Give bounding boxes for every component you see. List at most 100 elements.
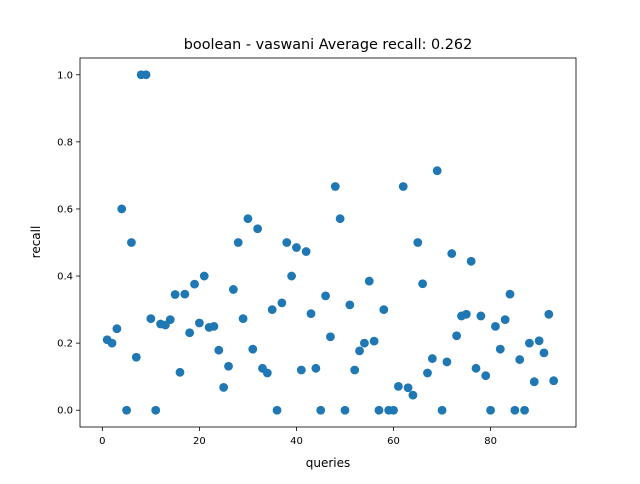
data-point: [452, 331, 462, 341]
x-tick-label: 20: [193, 436, 206, 447]
data-point: [374, 405, 384, 415]
y-tick-label: 0.8: [57, 137, 73, 148]
data-point: [287, 271, 296, 281]
data-point: [107, 338, 117, 348]
data-point: [170, 290, 180, 299]
data-point: [131, 352, 141, 362]
x-axis-label: queries: [306, 456, 351, 470]
data-point: [544, 309, 554, 319]
data-point: [112, 324, 122, 334]
data-point: [209, 321, 219, 331]
data-point: [539, 348, 549, 358]
x-axis: 0 20 40 60 80: [99, 427, 497, 447]
data-point: [335, 214, 345, 224]
data-point: [127, 238, 136, 247]
data-points: [102, 70, 559, 415]
data-point: [301, 247, 311, 256]
data-point: [141, 70, 151, 80]
data-point: [423, 368, 432, 378]
data-point: [413, 238, 423, 247]
data-point: [529, 377, 539, 387]
data-point: [491, 321, 500, 331]
data-point: [403, 383, 413, 393]
data-point: [224, 361, 233, 371]
data-point: [219, 383, 229, 392]
data-point: [316, 405, 326, 415]
y-tick-label: 1.0: [57, 70, 73, 81]
data-point: [267, 305, 277, 314]
data-point: [534, 336, 544, 346]
data-point: [151, 405, 161, 415]
y-tick-label: 0.0: [57, 406, 73, 417]
data-point: [461, 309, 471, 319]
data-point: [393, 382, 403, 391]
y-tick-label: 0.6: [57, 204, 73, 215]
x-tick-label: 40: [290, 436, 303, 447]
data-point: [389, 405, 398, 415]
data-point: [515, 355, 525, 364]
y-axis-label: recall: [29, 226, 43, 259]
data-point: [520, 405, 529, 415]
data-point: [432, 166, 442, 176]
data-point: [505, 289, 515, 299]
data-point: [292, 243, 301, 252]
data-point: [253, 224, 263, 234]
data-point: [481, 371, 491, 381]
data-point: [122, 405, 131, 415]
y-tick-label: 0.4: [57, 272, 73, 283]
data-point: [214, 345, 224, 355]
data-point: [340, 405, 350, 415]
data-point: [379, 305, 389, 314]
data-point: [180, 289, 190, 299]
y-axis: 0.0 0.2 0.4 0.6 0.8 1.0: [57, 70, 80, 417]
data-point: [326, 332, 335, 342]
data-point: [495, 344, 505, 354]
data-point: [369, 336, 379, 346]
data-point: [364, 276, 374, 286]
data-point: [437, 405, 447, 415]
data-point: [190, 279, 199, 289]
x-tick-label: 0: [99, 436, 105, 447]
data-point: [418, 279, 428, 289]
x-tick-label: 80: [484, 436, 497, 447]
data-point: [350, 365, 360, 375]
chart-title: boolean - vaswani Average recall: 0.262: [184, 37, 472, 53]
data-point: [466, 256, 476, 266]
data-point: [355, 346, 364, 356]
data-point: [262, 368, 272, 378]
data-point: [311, 363, 321, 373]
data-point: [447, 249, 457, 258]
y-tick-label: 0.2: [57, 339, 73, 350]
plot-area-frame: [79, 57, 577, 428]
data-point: [233, 238, 243, 247]
data-point: [408, 390, 418, 400]
data-point: [296, 365, 306, 375]
data-point: [165, 315, 175, 325]
data-point: [500, 315, 510, 325]
data-point: [146, 314, 156, 324]
data-point: [238, 314, 248, 324]
data-point: [321, 291, 330, 301]
data-point: [345, 300, 355, 310]
data-point: [272, 405, 282, 415]
data-point: [199, 271, 209, 281]
data-point: [228, 285, 238, 294]
data-point: [194, 318, 204, 328]
data-point: [471, 363, 481, 373]
data-point: [510, 405, 520, 415]
data-point: [248, 344, 258, 354]
data-point: [282, 238, 292, 247]
data-point: [360, 338, 369, 348]
data-point: [185, 328, 195, 338]
data-point: [175, 367, 185, 377]
data-point: [525, 338, 534, 348]
data-point: [442, 357, 452, 367]
data-point: [549, 376, 559, 386]
data-point: [306, 309, 316, 319]
data-point: [398, 182, 408, 191]
data-point: [427, 354, 437, 363]
data-point: [277, 298, 287, 308]
